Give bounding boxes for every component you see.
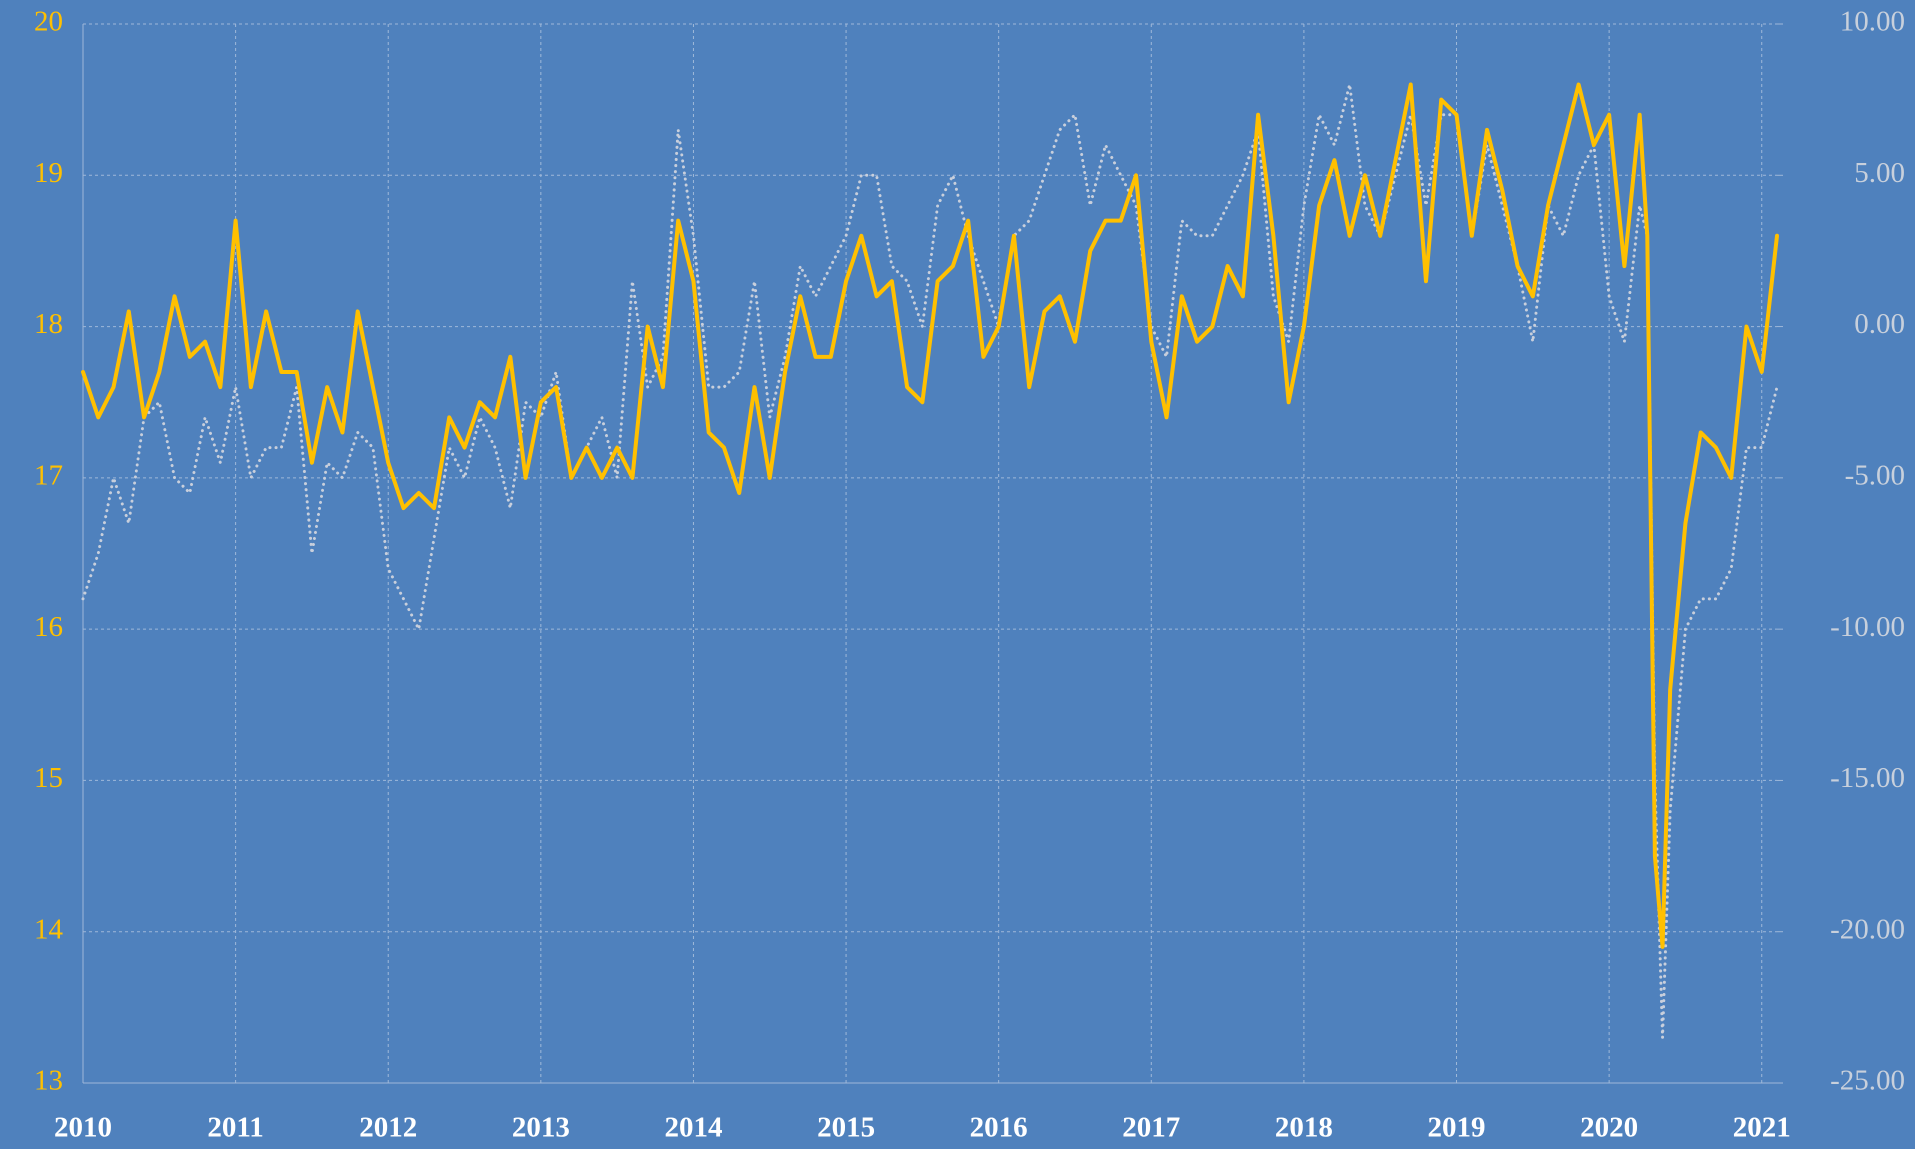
x-tick-label: 2019 [1428,1112,1486,1144]
y2-tick-label: 10.00 [1840,6,1905,38]
x-tick-label: 2011 [207,1112,263,1144]
x-tick-label: 2010 [54,1112,112,1144]
x-tick-label: 2014 [664,1112,722,1144]
y2-tick-label: -20.00 [1830,913,1905,945]
series-line [81,82,1779,949]
y-tick-label: 15 [34,762,63,794]
series-line [81,83,1779,1040]
x-tick-label: 2013 [512,1112,570,1144]
y2-tick-label: 5.00 [1854,157,1905,189]
y-tick-label: 17 [34,460,63,492]
x-tick-label: 2017 [1122,1112,1180,1144]
x-tick-label: 2018 [1275,1112,1333,1144]
x-tick-label: 2020 [1580,1112,1638,1144]
y-tick-label: 19 [34,157,63,189]
x-tick-label: 2012 [359,1112,417,1144]
y2-tick-label: -25.00 [1830,1065,1905,1097]
y-tick-label: 14 [34,913,64,945]
x-tick-label: 2021 [1733,1112,1791,1144]
y-tick-label: 13 [34,1065,63,1097]
y-tick-label: 16 [34,611,63,643]
x-tick-label: 2016 [970,1112,1028,1144]
y2-tick-label: 0.00 [1854,308,1905,340]
y-tick-label: 18 [34,308,63,340]
x-tick-label: 2015 [817,1112,875,1144]
y2-tick-label: -10.00 [1830,611,1905,643]
y-tick-label: 20 [34,6,63,38]
y2-tick-label: -5.00 [1845,460,1905,492]
y2-tick-label: -15.00 [1830,762,1905,794]
